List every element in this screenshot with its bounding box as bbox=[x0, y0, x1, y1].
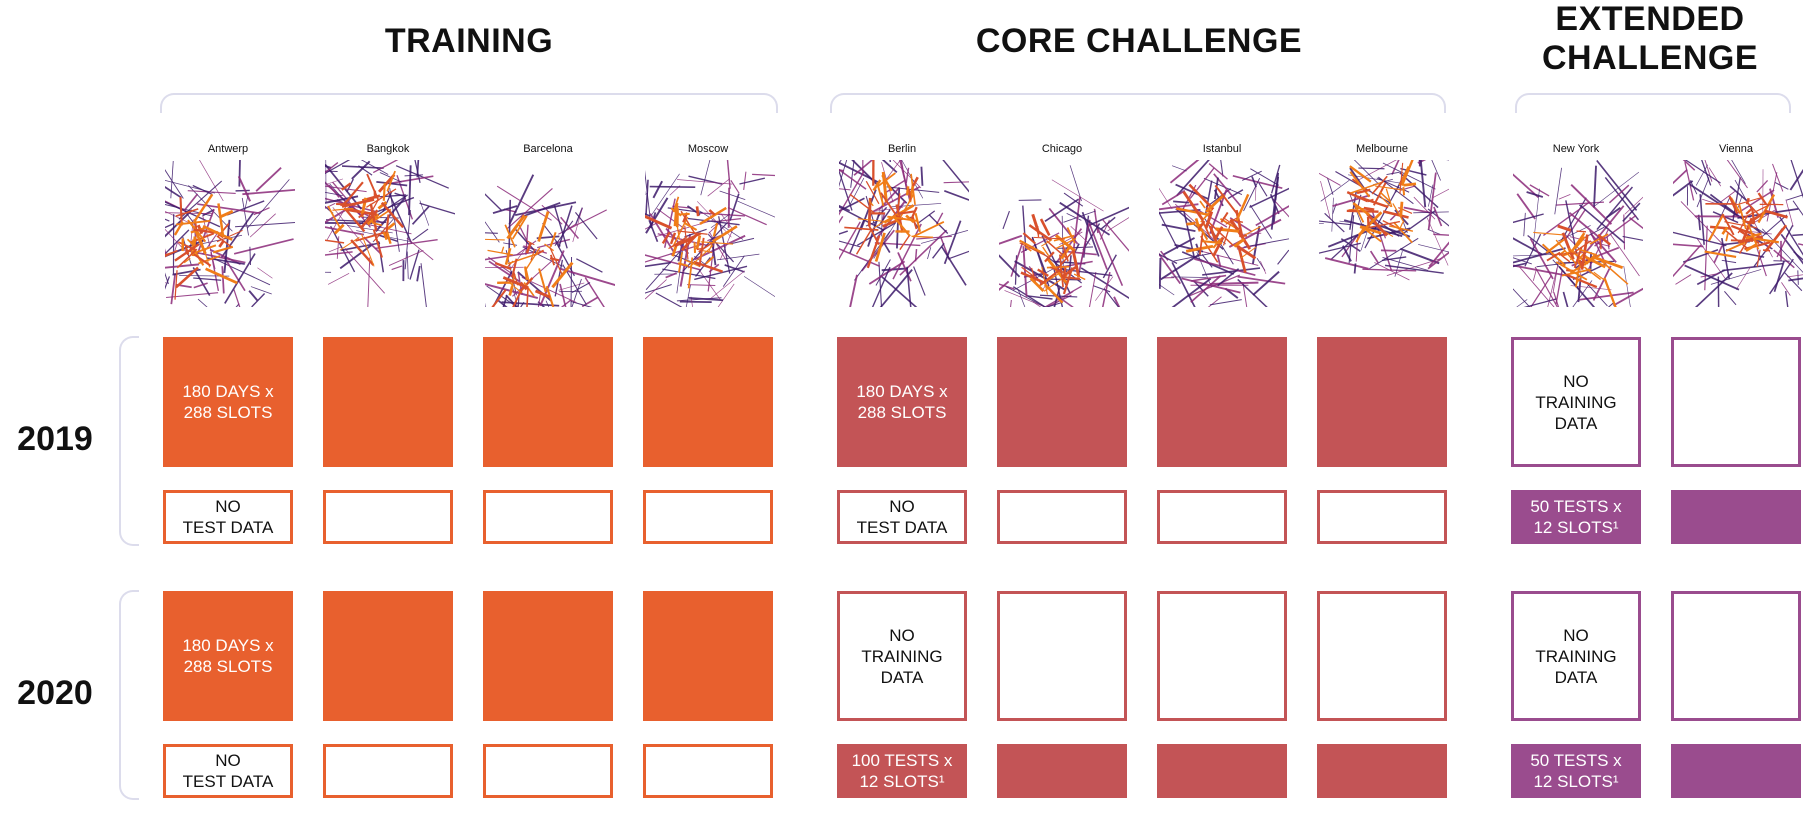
cell-2020-test-new-york: 50 TESTS x 12 SLOTS¹ bbox=[1511, 744, 1641, 798]
cell-2020-training-chicago bbox=[997, 591, 1127, 721]
city-name-istanbul: Istanbul bbox=[1202, 143, 1242, 155]
cell-2020-test-moscow bbox=[643, 744, 773, 798]
cell-label: NO TRAINING DATA bbox=[861, 625, 943, 687]
cell-2019-test-berlin: NO TEST DATA bbox=[837, 490, 967, 544]
group-title-training: TRAINING bbox=[384, 22, 554, 60]
cell-2019-test-moscow bbox=[643, 490, 773, 544]
cell-2020-test-melbourne bbox=[1317, 744, 1447, 798]
city-map-melbourne bbox=[1319, 160, 1449, 307]
city-map-berlin bbox=[839, 160, 969, 307]
city-map-vienna bbox=[1673, 160, 1803, 307]
cell-2020-test-barcelona bbox=[483, 744, 613, 798]
city-map-bangkok bbox=[325, 160, 455, 307]
group-title-core-challenge: CORE CHALLENGE bbox=[975, 22, 1303, 60]
city-map-barcelona bbox=[485, 160, 615, 307]
cell-label: 180 DAYS x 288 SLOTS bbox=[182, 382, 274, 422]
cell-2020-training-moscow bbox=[643, 591, 773, 721]
cell-label: 50 TESTS x 12 SLOTS¹ bbox=[1530, 497, 1622, 537]
cell-label: 50 TESTS x 12 SLOTS¹ bbox=[1530, 751, 1622, 791]
city-map-istanbul bbox=[1159, 160, 1289, 307]
cell-2019-training-melbourne bbox=[1317, 337, 1447, 467]
cell-2019-training-new-york: NO TRAINING DATA bbox=[1511, 337, 1641, 467]
cell-2019-training-moscow bbox=[643, 337, 773, 467]
city-name-moscow: Moscow bbox=[687, 143, 729, 155]
cell-2019-test-istanbul bbox=[1157, 490, 1287, 544]
cell-label: 180 DAYS x 288 SLOTS bbox=[182, 636, 274, 676]
city-name-barcelona: Barcelona bbox=[523, 143, 573, 155]
city-map-antwerp bbox=[165, 160, 295, 307]
cell-label: NO TEST DATA bbox=[856, 497, 948, 537]
cell-2019-training-barcelona bbox=[483, 337, 613, 467]
brace-year-2020 bbox=[119, 590, 139, 800]
group-title-extended-challenge: EXTENDED CHALLENGE bbox=[1541, 0, 1759, 77]
cell-2019-test-new-york: 50 TESTS x 12 SLOTS¹ bbox=[1511, 490, 1641, 544]
year-label-2019: 2019 bbox=[17, 420, 93, 458]
cell-label: 180 DAYS x 288 SLOTS bbox=[856, 382, 948, 422]
cell-2020-test-istanbul bbox=[1157, 744, 1287, 798]
city-name-new-york: New York bbox=[1552, 143, 1600, 155]
cell-2019-training-chicago bbox=[997, 337, 1127, 467]
brace-extended-challenge bbox=[1515, 93, 1791, 113]
cell-2019-test-antwerp: NO TEST DATA bbox=[163, 490, 293, 544]
cell-2019-training-vienna bbox=[1671, 337, 1801, 467]
cell-2020-test-chicago bbox=[997, 744, 1127, 798]
cell-label: NO TEST DATA bbox=[182, 751, 274, 791]
cell-2019-training-istanbul bbox=[1157, 337, 1287, 467]
cell-2020-training-barcelona bbox=[483, 591, 613, 721]
city-name-antwerp: Antwerp bbox=[207, 143, 249, 155]
cell-label: NO TRAINING DATA bbox=[1535, 625, 1617, 687]
cell-2019-test-chicago bbox=[997, 490, 1127, 544]
cell-2020-training-new-york: NO TRAINING DATA bbox=[1511, 591, 1641, 721]
cell-2019-test-barcelona bbox=[483, 490, 613, 544]
cell-label: NO TRAINING DATA bbox=[1535, 371, 1617, 433]
cell-2019-test-bangkok bbox=[323, 490, 453, 544]
city-map-moscow bbox=[645, 160, 775, 307]
city-name-melbourne: Melbourne bbox=[1356, 143, 1408, 155]
cell-2019-test-vienna bbox=[1671, 490, 1801, 544]
cell-2020-test-antwerp: NO TEST DATA bbox=[163, 744, 293, 798]
cell-2019-training-bangkok bbox=[323, 337, 453, 467]
brace-year-2019 bbox=[119, 336, 139, 546]
cell-2020-training-istanbul bbox=[1157, 591, 1287, 721]
year-label-2020: 2020 bbox=[17, 674, 93, 712]
cell-2020-training-melbourne bbox=[1317, 591, 1447, 721]
cell-label: NO TEST DATA bbox=[182, 497, 274, 537]
city-name-berlin: Berlin bbox=[887, 143, 917, 155]
cell-2019-test-melbourne bbox=[1317, 490, 1447, 544]
city-name-chicago: Chicago bbox=[1041, 143, 1083, 155]
city-name-bangkok: Bangkok bbox=[366, 143, 410, 155]
cell-2019-training-berlin: 180 DAYS x 288 SLOTS bbox=[837, 337, 967, 467]
brace-core-challenge bbox=[830, 93, 1446, 113]
city-map-new-york bbox=[1513, 160, 1643, 307]
cell-2019-training-antwerp: 180 DAYS x 288 SLOTS bbox=[163, 337, 293, 467]
cell-label: 100 TESTS x 12 SLOTS¹ bbox=[851, 751, 953, 791]
cell-2020-test-bangkok bbox=[323, 744, 453, 798]
cell-2020-test-berlin: 100 TESTS x 12 SLOTS¹ bbox=[837, 744, 967, 798]
city-name-vienna: Vienna bbox=[1718, 143, 1754, 155]
cell-2020-training-berlin: NO TRAINING DATA bbox=[837, 591, 967, 721]
city-map-chicago bbox=[999, 160, 1129, 307]
cell-2020-training-antwerp: 180 DAYS x 288 SLOTS bbox=[163, 591, 293, 721]
cell-2020-training-vienna bbox=[1671, 591, 1801, 721]
cell-2020-training-bangkok bbox=[323, 591, 453, 721]
cell-2020-test-vienna bbox=[1671, 744, 1801, 798]
brace-training bbox=[160, 93, 778, 113]
